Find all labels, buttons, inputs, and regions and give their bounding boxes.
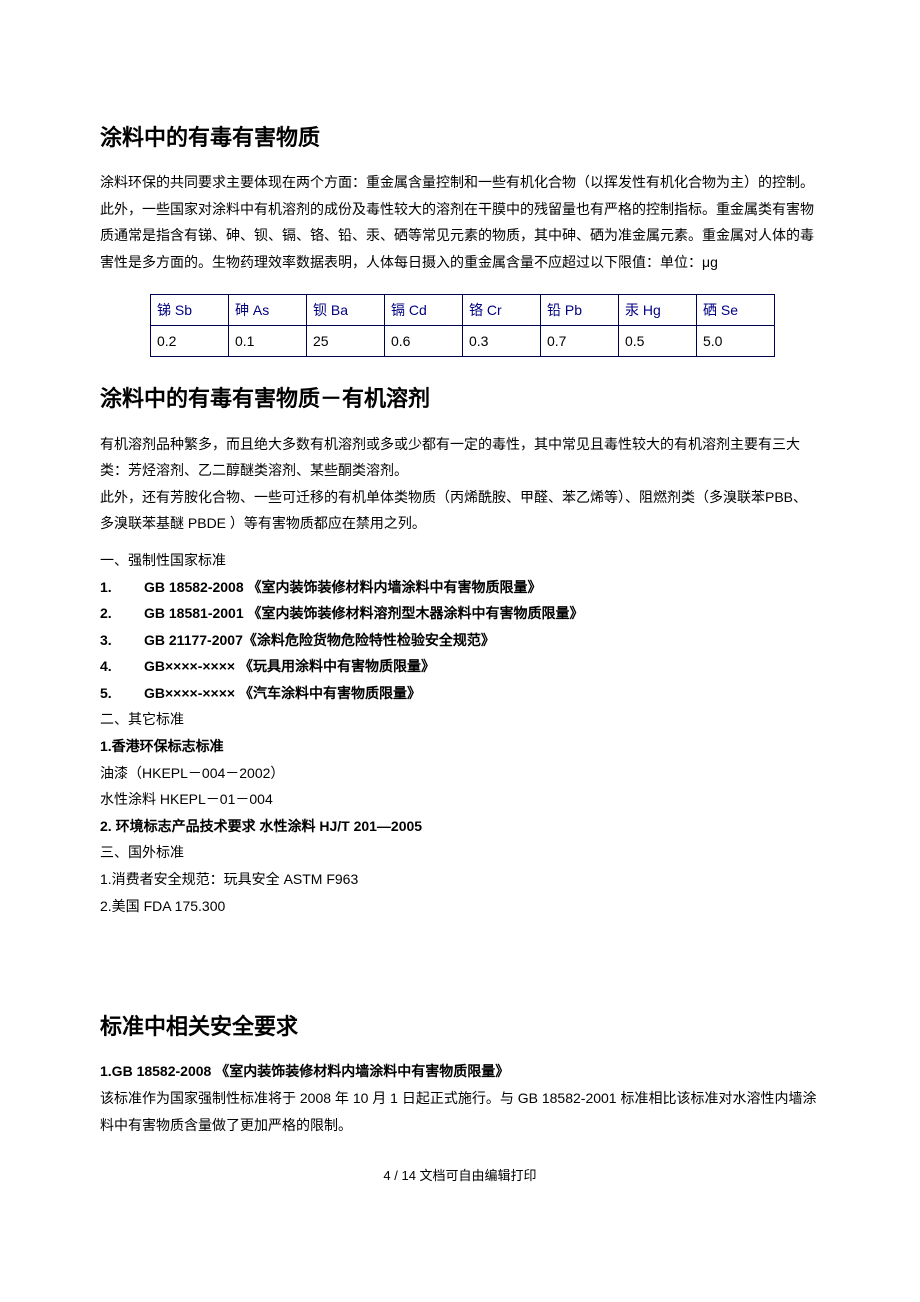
td-pb: 0.7 [541,325,619,356]
std-num-5: 5. [100,680,144,707]
std-item-1: 1.GB 18582-2008 《室内装饰装修材料内墙涂料中有害物质限量》 [100,574,820,601]
td-as: 0.1 [229,325,307,356]
std-text-2: GB 18581-2001 《室内装饰装修材料溶剂型木器涂料中有害物质限量》 [144,605,584,621]
metals-table-wrapper: 锑 Sb 砷 As 钡 Ba 镉 Cd 铬 Cr 铅 Pb 汞 Hg 硒 Se … [150,294,820,358]
spacer [100,919,820,1009]
hk-eco-label-title: 1.香港环保标志标准 [100,733,820,760]
heading-organic-solvents: 涂料中的有毒有害物质－有机溶剂 [100,381,820,416]
std-num-2: 2. [100,600,144,627]
std-item-4: 4.GB××××-×××× 《玩具用涂料中有害物质限量》 [100,653,820,680]
std-item-5: 5.GB××××-×××× 《汽车涂料中有害物质限量》 [100,680,820,707]
td-sb: 0.2 [151,325,229,356]
std-text-3: GB 21177-2007《涂料危险货物危险特性检验安全规范》 [144,632,495,648]
th-hg: 汞 Hg [619,294,697,325]
std-text-1: GB 18582-2008 《室内装饰装修材料内墙涂料中有害物质限量》 [144,579,542,595]
th-pb: 铅 Pb [541,294,619,325]
std-num-3: 3. [100,627,144,654]
th-ba: 钡 Ba [307,294,385,325]
std-num-4: 4. [100,653,144,680]
sec-foreign-standards-title: 三、国外标准 [100,839,820,866]
para-banned-substances: 此外，还有芳胺化合物、一些可迁移的有机单体类物质（丙烯酰胺、甲醛、苯乙烯等）、阻… [100,484,820,537]
td-hg: 0.5 [619,325,697,356]
heading-safety-requirements: 标准中相关安全要求 [100,1009,820,1044]
gb18582-desc: 该标准作为国家强制性标准将于 2008 年 10 月 1 日起正式施行。与 GB… [100,1085,820,1138]
td-cr: 0.3 [463,325,541,356]
gb18582-title: 1.GB 18582-2008 《室内装饰装修材料内墙涂料中有害物质限量》 [100,1058,820,1085]
sec-mandatory-standards-title: 一、强制性国家标准 [100,547,820,574]
metals-limit-table: 锑 Sb 砷 As 钡 Ba 镉 Cd 铬 Cr 铅 Pb 汞 Hg 硒 Se … [150,294,775,358]
heading-toxic-substances: 涂料中的有毒有害物质 [100,120,820,155]
std-item-3: 3.GB 21177-2007《涂料危险货物危险特性检验安全规范》 [100,627,820,654]
sec-other-standards-title: 二、其它标准 [100,706,820,733]
env-label-water-paint: 2. 环境标志产品技术要求 水性涂料 HJ/T 201—2005 [100,813,820,840]
th-se: 硒 Se [697,294,775,325]
astm-f963: 1.消费者安全规范：玩具安全 ASTM F963 [100,866,820,893]
td-se: 5.0 [697,325,775,356]
std-text-5: GB××××-×××× 《汽车涂料中有害物质限量》 [144,685,421,701]
hk-paint-std: 油漆（HKEPL－004－2002） [100,760,820,787]
para-solvent-types: 有机溶剂品种繁多，而且绝大多数有机溶剂或多或少都有一定的毒性，其中常见且毒性较大… [100,431,820,484]
th-as: 砷 As [229,294,307,325]
std-text-4: GB××××-×××× 《玩具用涂料中有害物质限量》 [144,658,435,674]
td-cd: 0.6 [385,325,463,356]
th-cr: 铬 Cr [463,294,541,325]
td-ba: 25 [307,325,385,356]
th-cd: 镉 Cd [385,294,463,325]
table-value-row: 0.2 0.1 25 0.6 0.3 0.7 0.5 5.0 [151,325,775,356]
table-header-row: 锑 Sb 砷 As 钡 Ba 镉 Cd 铬 Cr 铅 Pb 汞 Hg 硒 Se [151,294,775,325]
para-intro-metals: 涂料环保的共同要求主要体现在两个方面：重金属含量控制和一些有机化合物（以挥发性有… [100,169,820,275]
th-sb: 锑 Sb [151,294,229,325]
hk-water-paint-std: 水性涂料 HKEPL－01－004 [100,786,820,813]
fda-175300: 2.美国 FDA 175.300 [100,893,820,920]
page-footer: 4 / 14 文档可自由编辑打印 [100,1166,820,1187]
std-item-2: 2.GB 18581-2001 《室内装饰装修材料溶剂型木器涂料中有害物质限量》 [100,600,820,627]
std-num-1: 1. [100,574,144,601]
